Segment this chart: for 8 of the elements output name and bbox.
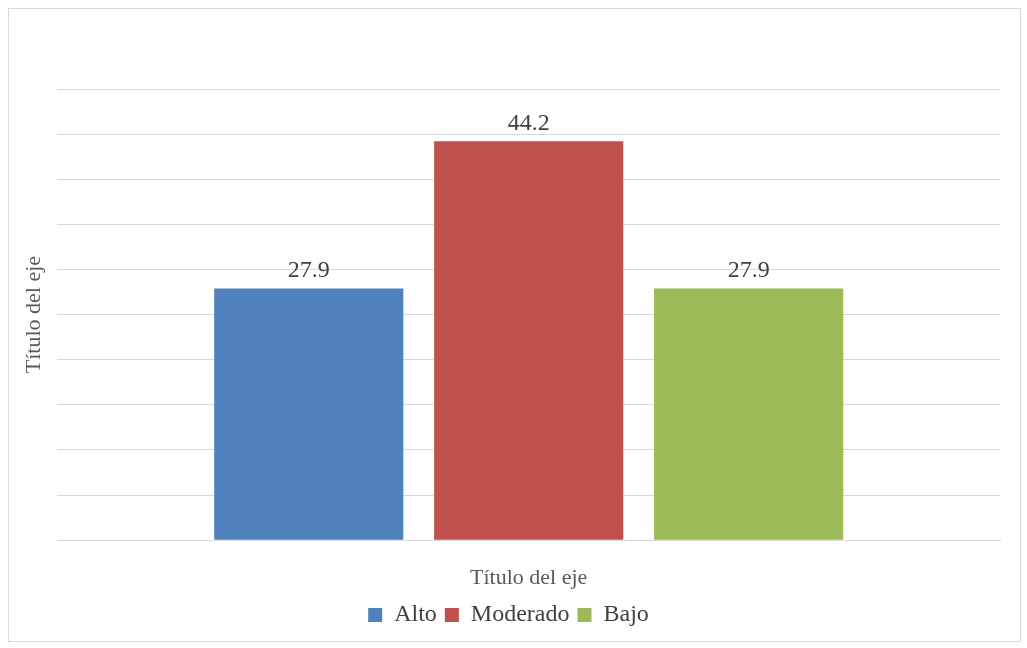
legend-label: Alto bbox=[394, 600, 437, 627]
legend-label: Moderado bbox=[470, 600, 570, 627]
y-axis-title: Título del eje bbox=[19, 255, 45, 374]
legend-label: Bajo bbox=[603, 600, 649, 627]
data-label: 44.2 bbox=[507, 108, 550, 135]
x-axis-title: Título del eje bbox=[470, 563, 588, 589]
data-label: 27.9 bbox=[727, 255, 770, 282]
data-label: 27.9 bbox=[287, 255, 330, 282]
